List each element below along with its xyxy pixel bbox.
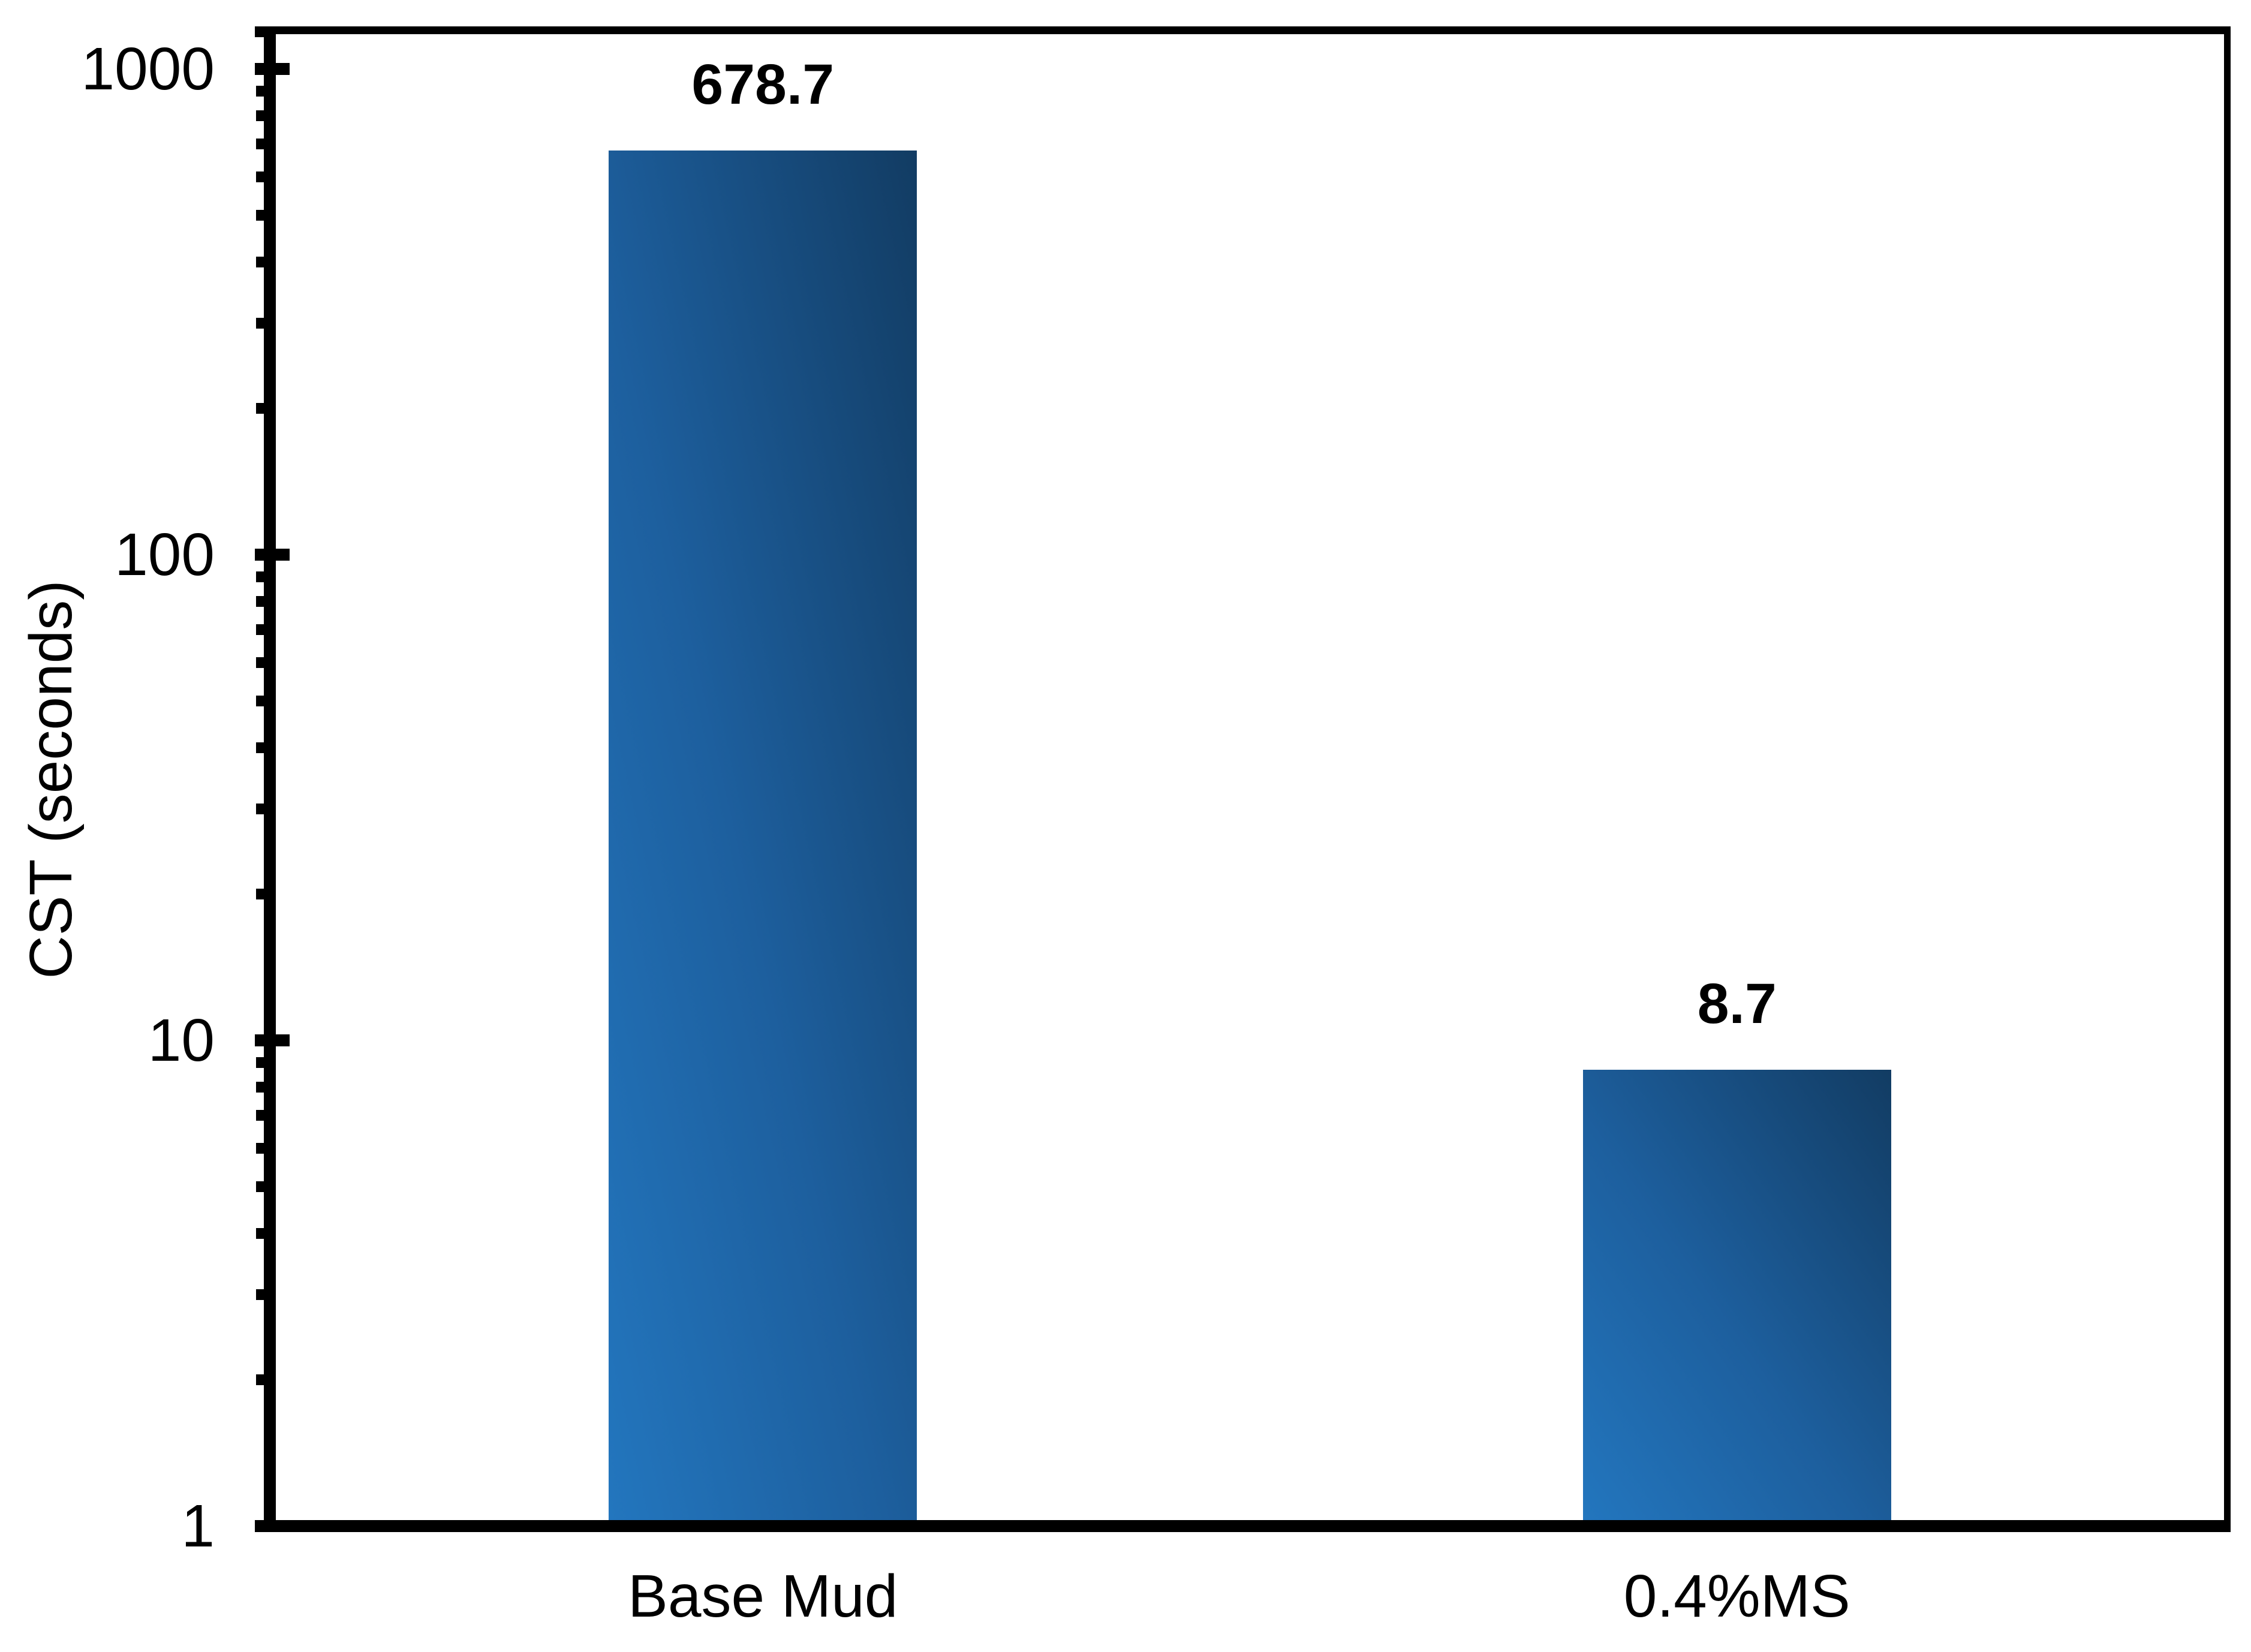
y-minor-tick bbox=[256, 317, 264, 329]
y-tick-label: 1 bbox=[181, 1492, 215, 1560]
y-minor-tick bbox=[256, 596, 264, 607]
data-label: 8.7 bbox=[1697, 971, 1777, 1036]
y-minor-tick bbox=[256, 86, 264, 97]
y-minor-tick bbox=[256, 803, 264, 814]
y-minor-tick bbox=[256, 1110, 264, 1121]
y-major-tick bbox=[255, 1034, 290, 1046]
y-minor-tick bbox=[256, 1374, 264, 1386]
plot-top-border bbox=[264, 26, 2231, 34]
y-minor-tick bbox=[256, 1082, 264, 1093]
y-tick-label: 1000 bbox=[81, 35, 215, 103]
data-label: 678.7 bbox=[691, 53, 835, 117]
y-minor-tick bbox=[256, 139, 264, 150]
x-tick-label: 0.4%MS bbox=[1623, 1563, 1850, 1630]
y-minor-tick bbox=[256, 257, 264, 268]
y-minor-tick bbox=[256, 742, 264, 754]
y-minor-tick bbox=[256, 171, 264, 182]
y-major-tick bbox=[255, 549, 290, 561]
bar bbox=[609, 151, 917, 1520]
y-tick-label: 10 bbox=[148, 1007, 215, 1074]
y-axis-top-end-tick bbox=[255, 26, 264, 37]
y-minor-tick bbox=[256, 624, 264, 636]
y-minor-tick bbox=[256, 110, 264, 122]
y-minor-tick bbox=[256, 1142, 264, 1154]
y-major-tick bbox=[255, 63, 290, 75]
y-minor-tick bbox=[256, 1181, 264, 1192]
y-minor-tick bbox=[256, 1057, 264, 1069]
y-minor-tick bbox=[256, 889, 264, 900]
y-minor-tick bbox=[256, 657, 264, 668]
bar bbox=[1582, 1069, 1891, 1520]
y-minor-tick bbox=[256, 1228, 264, 1239]
y-minor-tick bbox=[256, 403, 264, 414]
y-minor-tick bbox=[256, 695, 264, 706]
y-major-tick bbox=[255, 1520, 290, 1532]
y-minor-tick bbox=[256, 571, 264, 583]
y-minor-tick bbox=[256, 209, 264, 221]
y-tick-label: 100 bbox=[115, 521, 215, 588]
x-axis-line bbox=[255, 1520, 2231, 1532]
plot-right-border bbox=[2224, 26, 2231, 1532]
y-axis-line bbox=[264, 26, 276, 1532]
y-minor-tick bbox=[256, 1289, 264, 1300]
x-tick-label: Base Mud bbox=[628, 1563, 898, 1630]
y-axis-title: CST (seconds) bbox=[17, 580, 85, 979]
